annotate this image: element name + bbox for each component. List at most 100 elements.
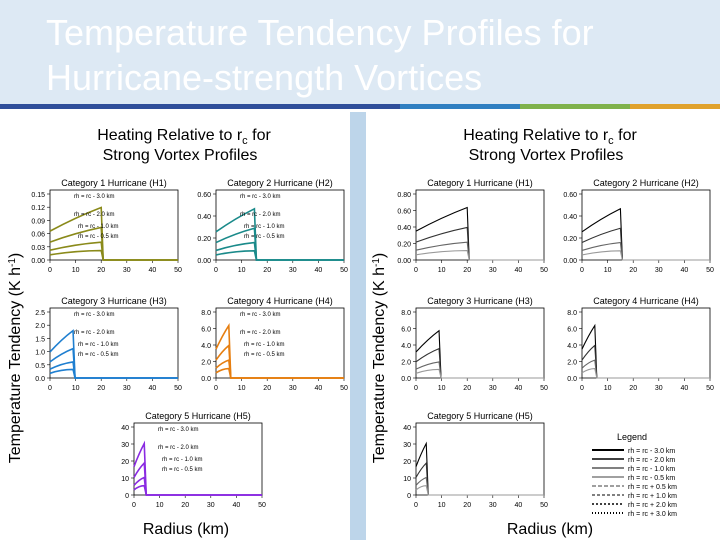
right-xtick-label: 40 bbox=[515, 385, 523, 392]
right-ytick-label: 0.60 bbox=[563, 192, 577, 199]
left-panel-title: Category 2 Hurricane (H2) bbox=[227, 178, 333, 188]
right-panel-frame bbox=[415, 422, 545, 496]
left-y-axis-label: Temperature Tendency (K h-1) bbox=[7, 253, 24, 464]
right-xtick-label: 30 bbox=[655, 385, 663, 392]
right-ytick-label: 0.20 bbox=[397, 242, 411, 249]
left-curve-label: rh = rc - 2.0 km bbox=[240, 212, 281, 218]
right-panel-title: Category 1 Hurricane (H1) bbox=[427, 178, 533, 188]
left-xtick-label: 10 bbox=[156, 502, 164, 509]
left-curve bbox=[133, 476, 262, 496]
right-ytick-label: 40 bbox=[403, 425, 411, 432]
right-xtick-label: 20 bbox=[629, 385, 637, 392]
left-xtick-label: 20 bbox=[263, 385, 271, 392]
left-curve-label: rh = rc - 2.0 km bbox=[158, 445, 199, 451]
left-curve-label: rh = rc - 0.5 km bbox=[78, 234, 119, 240]
right-curve bbox=[415, 206, 544, 261]
legend-entry: rh = rc + 1.0 km bbox=[628, 493, 677, 500]
left-curve-label: rh = rc - 1.0 km bbox=[244, 342, 285, 348]
left-xtick-label: 30 bbox=[207, 502, 215, 509]
stripe-1 bbox=[0, 104, 400, 109]
right-curve bbox=[581, 344, 710, 379]
right-curve bbox=[415, 368, 544, 379]
left-panel-5: Category 5 Hurricane (H5) 40 30 20 10 00 10 20 3… bbox=[121, 411, 266, 509]
left-panel-3: Category 3 Hurricane (H3) 2.5 2.0 1.5 1.0 0.5… bbox=[35, 296, 182, 392]
left-curve-label: rh = rc - 3.0 km bbox=[74, 312, 115, 318]
right-xtick-label: 0 bbox=[580, 385, 584, 392]
left-curve-label: rh = rc - 0.5 km bbox=[244, 352, 285, 358]
right-panel-frame bbox=[415, 189, 545, 261]
left-ytick-label: 2.0 bbox=[201, 360, 211, 367]
right-curve bbox=[415, 485, 544, 496]
left-xtick-label: 0 bbox=[48, 385, 52, 392]
right-panel-3: Category 3 Hurricane (H3) 8.0 6.0 4.0 2.0 0.0… bbox=[401, 296, 548, 392]
left-xtick-label: 0 bbox=[132, 502, 136, 509]
right-curve bbox=[415, 347, 544, 379]
left-curve-label: rh = rc - 1.0 km bbox=[162, 457, 203, 463]
left-curve bbox=[133, 484, 262, 496]
right-ytick-label: 6.0 bbox=[401, 327, 411, 334]
left-ytick-label: 0.0 bbox=[201, 376, 211, 383]
right-xtick-label: 20 bbox=[463, 267, 471, 274]
right-panel-1: Category 1 Hurricane (H1) 0.80 0.60 0.40 0.2… bbox=[397, 178, 548, 274]
left-xtick-label: 10 bbox=[72, 267, 80, 274]
left-xtick-label: 30 bbox=[123, 385, 131, 392]
right-xtick-label: 30 bbox=[489, 385, 497, 392]
left-ytick-label: 0.0 bbox=[35, 376, 45, 383]
left-curve-label: rh = rc - 0.5 km bbox=[78, 352, 119, 358]
left-curve bbox=[49, 206, 178, 261]
right-xtick-label: 10 bbox=[438, 502, 446, 509]
right-xtick-label: 10 bbox=[604, 267, 612, 274]
left-figure: Heating Relative to rc for Strong Vortex… bbox=[4, 118, 349, 540]
right-xtick-label: 20 bbox=[463, 502, 471, 509]
right-figure-title-2: Strong Vortex Profiles bbox=[469, 147, 624, 164]
left-xtick-label: 20 bbox=[263, 267, 271, 274]
left-xtick-label: 0 bbox=[214, 385, 218, 392]
stripe-4 bbox=[630, 104, 720, 109]
right-ytick-label: 0 bbox=[407, 493, 411, 500]
left-ytick-label: 0.06 bbox=[31, 232, 45, 239]
right-curve bbox=[581, 227, 710, 261]
left-curve bbox=[133, 440, 262, 496]
left-xtick-label: 20 bbox=[181, 502, 189, 509]
left-ytick-label: 1.0 bbox=[35, 350, 45, 357]
right-panels: Category 1 Hurricane (H1) 0.80 0.60 0.40 0.2… bbox=[397, 178, 714, 509]
right-xtick-label: 20 bbox=[629, 267, 637, 274]
left-curve-label: rh = rc - 0.5 km bbox=[244, 234, 285, 240]
right-xtick-label: 0 bbox=[414, 502, 418, 509]
left-ytick-label: 8.0 bbox=[201, 310, 211, 317]
left-ytick-label: 2.5 bbox=[35, 310, 45, 317]
left-xtick-label: 50 bbox=[174, 385, 182, 392]
left-curve bbox=[215, 249, 344, 261]
right-ytick-label: 4.0 bbox=[401, 343, 411, 350]
right-xtick-label: 30 bbox=[655, 267, 663, 274]
left-ytick-label: 0.03 bbox=[31, 245, 45, 252]
left-xtick-label: 10 bbox=[72, 385, 80, 392]
right-xtick-label: 50 bbox=[540, 385, 548, 392]
right-xtick-label: 50 bbox=[540, 267, 548, 274]
left-curve bbox=[49, 249, 178, 261]
left-xtick-label: 50 bbox=[340, 385, 348, 392]
left-curve bbox=[49, 226, 178, 261]
left-xtick-label: 50 bbox=[340, 267, 348, 274]
left-xtick-label: 30 bbox=[289, 385, 297, 392]
divider-band bbox=[350, 112, 366, 540]
right-ytick-label: 0.40 bbox=[397, 225, 411, 232]
left-ytick-label: 0.00 bbox=[197, 258, 211, 265]
left-curve bbox=[215, 227, 344, 261]
right-panel-frame bbox=[415, 307, 545, 379]
right-ytick-label: 0.20 bbox=[563, 236, 577, 243]
right-curve bbox=[415, 250, 544, 261]
left-curve-label: rh = rc - 1.0 km bbox=[78, 224, 119, 230]
left-curve-label: rh = rc - 3.0 km bbox=[74, 194, 115, 200]
right-figure-title-1: Heating Relative to rc for bbox=[463, 127, 637, 147]
right-panel-5: Category 5 Hurricane (H5) 40 30 20 10 00 10 20 3… bbox=[403, 411, 548, 509]
right-panel-frame bbox=[581, 307, 711, 379]
right-xtick-label: 20 bbox=[463, 385, 471, 392]
right-xtick-label: 30 bbox=[489, 267, 497, 274]
right-x-axis-label: Radius (km) bbox=[507, 521, 593, 538]
right-xtick-label: 50 bbox=[540, 502, 548, 509]
left-figure-title-2: Strong Vortex Profiles bbox=[103, 147, 258, 164]
right-ytick-label: 20 bbox=[403, 459, 411, 466]
left-ytick-label: 0.40 bbox=[197, 214, 211, 221]
left-ytick-label: 6.0 bbox=[201, 327, 211, 334]
